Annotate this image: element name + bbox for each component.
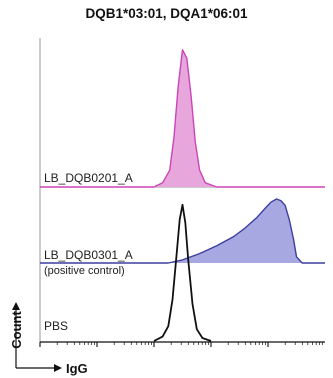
series-sublabel-positive-control: (positive control): [44, 265, 125, 277]
x-axis-ticks: [39, 342, 323, 347]
series-line-0: [40, 49, 325, 188]
y-axis-label: Count: [9, 311, 24, 349]
series-line-2: [153, 203, 212, 342]
panel-middle: [40, 198, 325, 264]
series-label-lb-dqb0301-a: LB_DQB0301_A: [44, 248, 133, 262]
chart-title: DQB1*03:01, DQA1*06:01: [85, 6, 248, 21]
series-line-1: [40, 198, 325, 264]
x-axis-arrow: [16, 364, 62, 372]
y-axis-arrow: [12, 302, 20, 368]
series-label-lb-dqb0201-a: LB_DQB0201_A: [44, 171, 133, 185]
panel-overlay: [153, 203, 212, 342]
panel-top: [40, 49, 325, 188]
x-axis-label: IgG: [66, 361, 88, 376]
series-area-0: [40, 49, 325, 187]
series-label-pbs: PBS: [44, 319, 68, 333]
series-area-1: [40, 199, 325, 263]
